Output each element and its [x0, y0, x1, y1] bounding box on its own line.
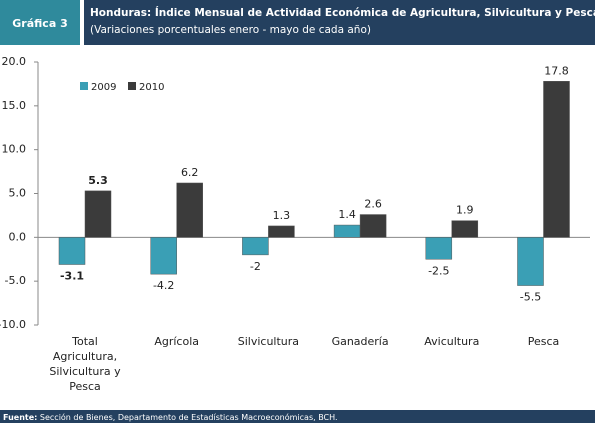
data-label: -5.5 [520, 291, 541, 304]
bar [517, 237, 544, 286]
x-tick-label: Ganadería [331, 335, 389, 348]
title-box [84, 0, 595, 45]
data-label: 1.3 [273, 209, 291, 222]
footer: Fuente: Sección de Bienes, Departamento … [3, 412, 338, 422]
badge-box [0, 0, 80, 45]
y-tick-label: 0.0 [9, 230, 27, 243]
data-label: -2 [250, 260, 261, 273]
chart-subtitle: (Variaciones porcentuales enero - mayo d… [90, 24, 371, 36]
x-tick-label: Pesca [527, 335, 560, 348]
bar [451, 220, 479, 238]
bar [176, 182, 203, 238]
y-tick-label: 15.0 [2, 99, 27, 112]
bar [359, 214, 387, 238]
x-tick-label: Total Agricultura, Silvicultura y Pesca [49, 335, 121, 393]
legend-swatch [128, 82, 136, 90]
source-label: Fuente: [3, 413, 37, 422]
data-label: -2.5 [428, 264, 449, 277]
legend-swatch [80, 82, 88, 90]
x-tick-label: Agrícola [154, 335, 200, 348]
bar [150, 237, 177, 275]
data-label: 6.2 [181, 166, 199, 179]
bar [242, 237, 269, 256]
legend-label: 2009 [91, 82, 116, 93]
data-label: 5.3 [88, 174, 108, 187]
badge: Gráfica 3 [12, 17, 67, 30]
y-tick-label: 10.0 [2, 143, 27, 156]
chart-title: Honduras: Índice Mensual de Actividad Ec… [90, 6, 595, 19]
bar [268, 225, 295, 238]
bar [425, 237, 453, 260]
y-tick-label: -10.0 [0, 318, 26, 331]
bar [543, 81, 570, 238]
x-tick-label: Avicultura [424, 335, 480, 348]
source: Sección de Bienes, Departamento de Estad… [40, 412, 338, 422]
data-label: 2.6 [364, 198, 382, 211]
y-tick-label: 5.0 [9, 187, 27, 200]
data-label: 17.8 [544, 64, 569, 77]
data-label: 1.4 [338, 208, 356, 221]
legend-label: 2010 [139, 82, 164, 93]
bar [84, 190, 112, 238]
y-tick-label: -5.0 [5, 274, 26, 287]
data-label: 1.9 [456, 204, 474, 217]
y-tick-label: 20.0 [2, 55, 27, 68]
footer-box [0, 410, 595, 423]
data-label: -4.2 [153, 279, 174, 292]
bar [58, 237, 86, 265]
data-label: -3.1 [60, 270, 84, 283]
bar [333, 224, 361, 238]
x-tick-label: Silvicultura [237, 335, 300, 348]
